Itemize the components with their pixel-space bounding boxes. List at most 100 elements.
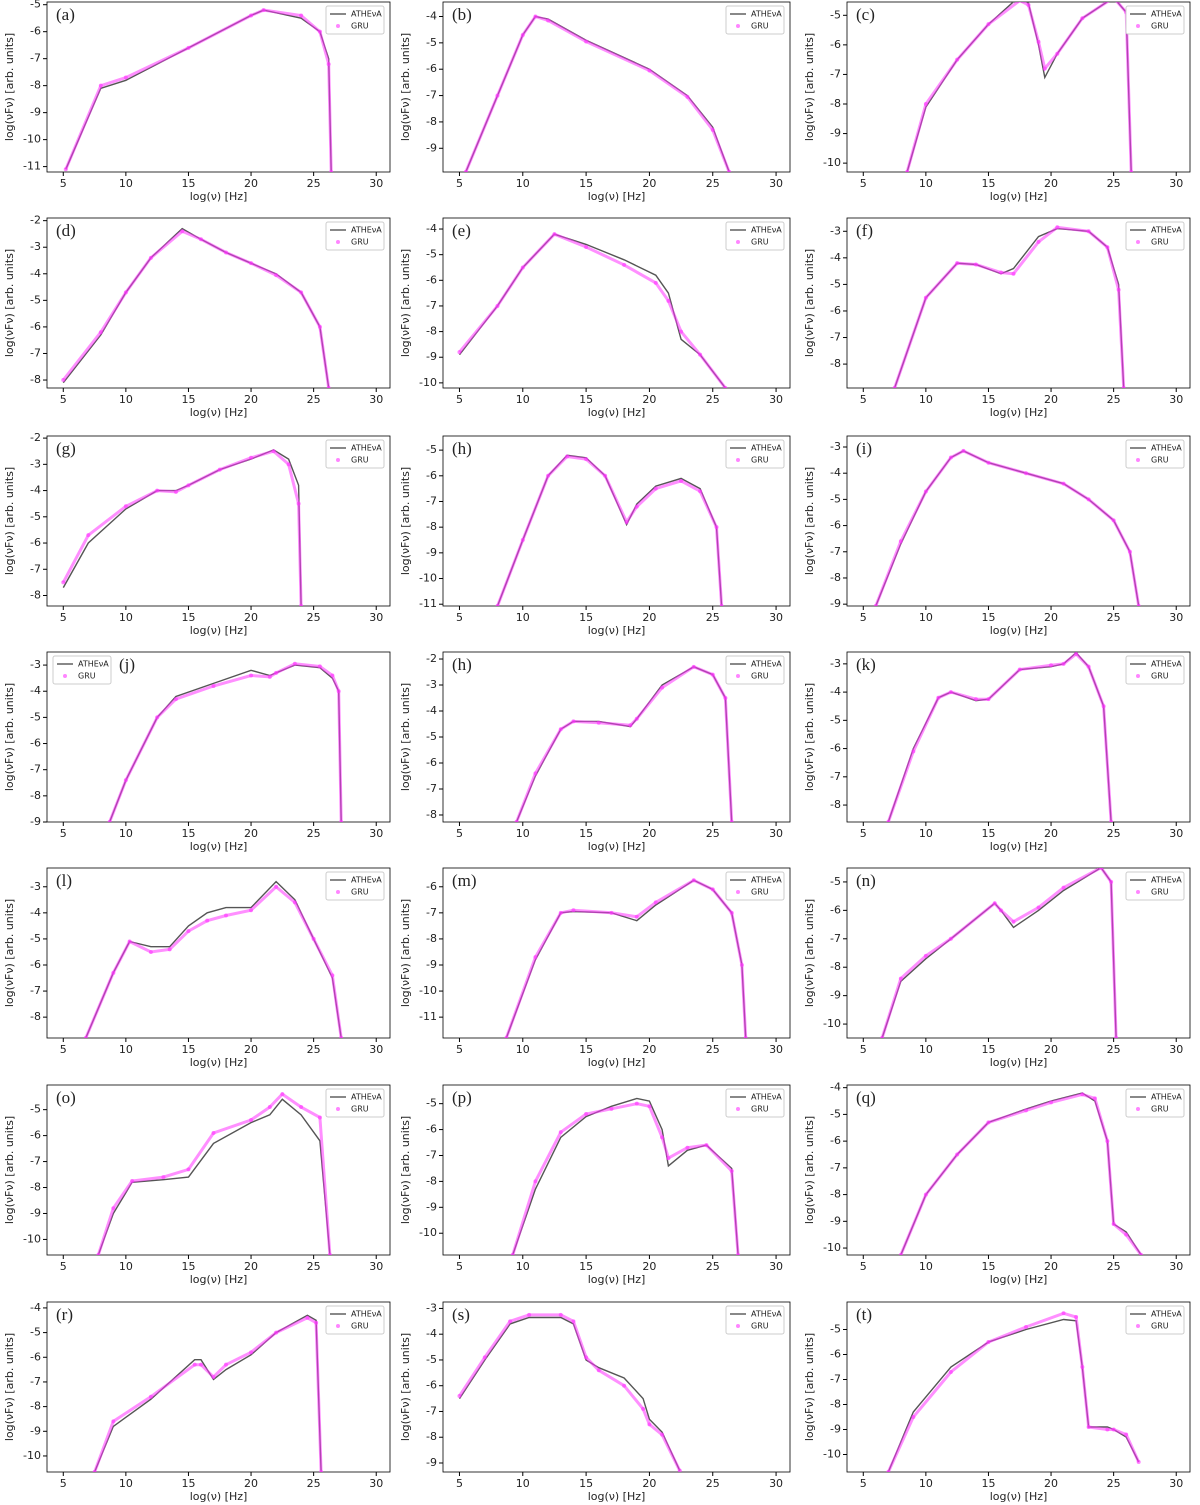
x-tick-label: 30 <box>369 827 383 840</box>
x-axis-label: log(ν) [Hz] <box>190 406 248 419</box>
y-tick-label: -3 <box>830 224 841 237</box>
x-tick-label: 25 <box>1107 393 1121 406</box>
x-tick-label: 5 <box>60 393 67 406</box>
x-tick-label: 5 <box>860 1477 867 1490</box>
legend-box <box>1125 655 1185 685</box>
gru-point <box>1105 245 1110 250</box>
x-tick-label: 20 <box>1044 1260 1058 1273</box>
gru-point <box>948 455 953 460</box>
panel-label: (l) <box>56 871 72 890</box>
y-tick-label: -6 <box>830 1134 841 1147</box>
gru-point <box>1111 1427 1116 1432</box>
y-tick-label: -10 <box>419 572 437 585</box>
gru-point <box>898 976 903 981</box>
y-tick-label: -10 <box>23 1232 41 1245</box>
gru-point <box>729 910 734 915</box>
y-tick-label: -7 <box>426 89 437 102</box>
y-tick-label: -5 <box>30 710 41 723</box>
y-tick-label: -6 <box>426 756 437 769</box>
panel-label: (h) <box>452 439 472 458</box>
gru-point <box>111 1419 116 1424</box>
x-tick-label: 20 <box>642 1043 656 1056</box>
legend-marker <box>1136 674 1140 678</box>
gru-point <box>224 250 229 255</box>
x-tick-label: 10 <box>119 1043 133 1056</box>
plot-frame <box>846 217 1191 389</box>
x-axis-label: log(ν) [Hz] <box>990 1273 1048 1286</box>
gru-point <box>1121 386 1126 388</box>
gru-point <box>719 604 724 606</box>
y-tick-label: -5 <box>30 510 41 523</box>
panel-label: (i) <box>856 439 872 458</box>
legend-label: ATHEνA <box>1151 1310 1182 1319</box>
x-tick-label: 5 <box>860 611 867 624</box>
x-axis-label: log(ν) [Hz] <box>990 406 1048 419</box>
y-tick-label: -6 <box>30 25 41 38</box>
legend-box <box>1125 1088 1185 1118</box>
x-tick-label: 15 <box>981 1043 995 1056</box>
x-tick-label: 25 <box>706 393 720 406</box>
gru-point <box>1136 1460 1141 1464</box>
gru-point <box>1049 1100 1054 1105</box>
y-tick-label: -8 <box>426 325 437 338</box>
gru-point <box>98 83 103 88</box>
y-tick-label: -7 <box>30 984 41 997</box>
y-tick-label: -3 <box>830 440 841 453</box>
gru-point <box>961 448 966 453</box>
y-axis-label: log(νFν) [arb. units] <box>803 249 816 357</box>
gru-point <box>1086 664 1091 669</box>
legend-marker <box>736 24 740 28</box>
y-tick-label: -2 <box>30 214 41 227</box>
gru-point <box>634 914 639 919</box>
panel-label: (c) <box>856 5 875 24</box>
plot-frame <box>846 1084 1191 1256</box>
gru-point <box>205 918 210 923</box>
legend-box <box>52 655 112 685</box>
gru-point <box>710 887 715 892</box>
panel-label: (o) <box>56 1088 76 1107</box>
panel: 5 10 15 20 25 30 -8 -7 -6 -5 -4 -3 -2 log(ν) [Hz] log(… <box>3 431 391 637</box>
plot-frame <box>846 1301 1191 1473</box>
y-tick-label: -3 <box>830 657 841 670</box>
x-tick-label: 10 <box>119 177 133 190</box>
y-tick-label: -4 <box>30 1301 41 1314</box>
y-tick-label: -9 <box>830 1423 841 1436</box>
panel: 5 10 15 20 25 30 -10 -9 -8 -7 -6 -5 -4 log(ν) [Hz] log… <box>3 1301 391 1503</box>
x-tick-label: 25 <box>1107 1477 1121 1490</box>
gru-point <box>1136 604 1141 606</box>
y-tick-label: -7 <box>426 494 437 507</box>
gru-point <box>1061 885 1066 890</box>
gru-point <box>330 973 335 978</box>
gru-point <box>224 1362 229 1367</box>
y-tick-label: -10 <box>823 156 841 169</box>
x-tick-label: 10 <box>119 611 133 624</box>
y-tick-label: -7 <box>30 763 41 776</box>
x-tick-label: 15 <box>981 611 995 624</box>
x-tick-label: 5 <box>456 611 463 624</box>
y-tick-label: -9 <box>426 1200 437 1213</box>
gru-point <box>691 878 696 883</box>
plot-frame <box>846 651 1191 823</box>
x-tick-label: 5 <box>860 827 867 840</box>
gru-point <box>609 910 614 915</box>
y-tick-label: -3 <box>426 678 437 691</box>
gru-point <box>886 820 891 822</box>
x-tick-label: 15 <box>579 827 593 840</box>
gru-line <box>893 225 1126 388</box>
gru-point <box>609 1106 614 1111</box>
x-axis-label: log(ν) [Hz] <box>588 1490 646 1503</box>
y-tick-label: -10 <box>23 1449 41 1462</box>
panel: 5 10 15 20 25 30 -8 -7 -6 -5 -4 -3 -2 log(ν) [Hz] log(… <box>399 651 791 853</box>
x-tick-label: 25 <box>307 177 321 190</box>
gru-point <box>130 1179 135 1184</box>
legend-box <box>725 221 785 251</box>
x-tick-label: 30 <box>369 393 383 406</box>
y-tick-label: -8 <box>830 960 841 973</box>
x-tick-label: 30 <box>769 1043 783 1056</box>
legend-label: ATHEνA <box>751 10 782 19</box>
panel: 5 10 15 20 25 30 -11 -10 -9 -8 -7 -6 -5 log(ν) [Hz] lo… <box>399 435 791 637</box>
y-axis-label: log(νFν) [arb. units] <box>803 1116 816 1224</box>
y-tick-label: -5 <box>30 932 41 945</box>
athena-line <box>887 1318 1140 1472</box>
